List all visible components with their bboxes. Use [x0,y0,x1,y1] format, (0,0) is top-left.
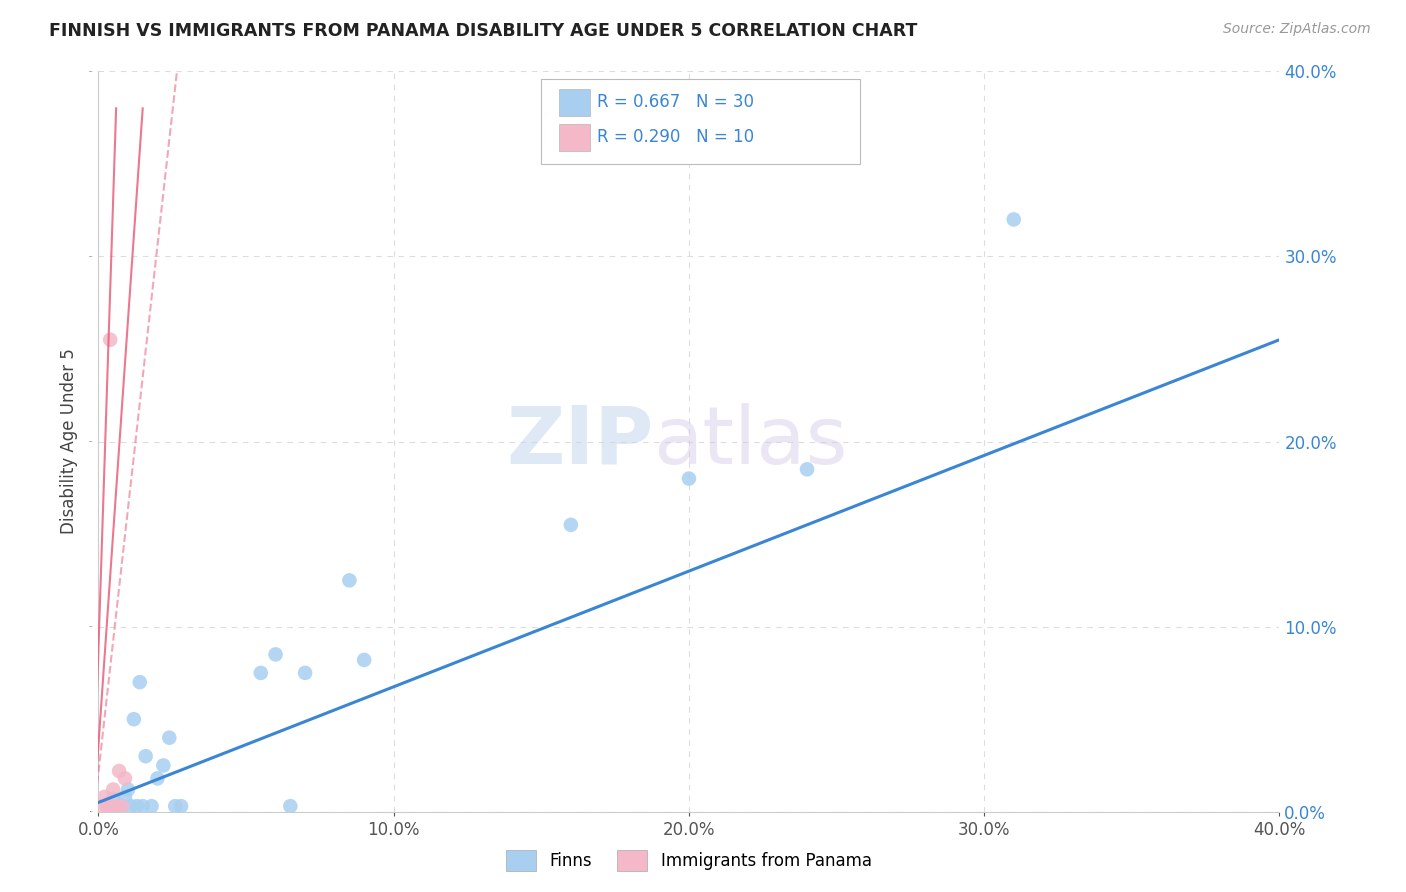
Point [146,772,169,786]
Point [105,799,128,814]
Point [90,799,112,814]
Point [1002,212,1025,227]
Point [96,799,118,814]
Text: Source: ZipAtlas.com: Source: ZipAtlas.com [1223,22,1371,37]
Point [141,799,163,814]
FancyBboxPatch shape [541,78,860,164]
Text: ZIP: ZIP [506,402,654,481]
Point [170,799,193,814]
Point [128,675,150,690]
Point [560,517,582,532]
Point [353,653,375,667]
Point [114,772,136,786]
Legend: Finns, Immigrants from Panama: Finns, Immigrants from Panama [499,844,879,878]
Text: FINNISH VS IMMIGRANTS FROM PANAMA DISABILITY AGE UNDER 5 CORRELATION CHART: FINNISH VS IMMIGRANTS FROM PANAMA DISABI… [49,22,918,40]
Point [105,799,128,814]
Point [114,789,136,804]
Point [93,789,115,804]
Point [264,648,287,662]
Point [132,799,155,814]
Point [157,731,180,745]
Point [250,665,273,680]
Point [165,799,187,814]
Point [98,799,121,814]
Point [152,758,174,772]
Y-axis label: Disability Age Under 5: Disability Age Under 5 [60,349,79,534]
Point [135,749,157,764]
Point [120,799,142,814]
Point [98,799,121,814]
FancyBboxPatch shape [560,89,589,116]
Point [111,799,134,814]
Point [796,462,818,476]
Text: R = 0.290   N = 10: R = 0.290 N = 10 [596,128,754,146]
Point [117,782,139,797]
Point [108,799,131,814]
Point [678,471,700,485]
Point [278,799,302,814]
Point [339,574,360,588]
Text: R = 0.667   N = 30: R = 0.667 N = 30 [596,94,754,112]
Point [103,782,125,797]
Point [111,799,134,814]
Text: atlas: atlas [654,402,848,481]
Point [294,665,316,680]
Point [103,791,125,805]
Point [108,764,131,778]
Point [98,333,121,347]
FancyBboxPatch shape [560,124,589,151]
Point [122,712,145,726]
Point [125,799,148,814]
Point [96,799,118,814]
